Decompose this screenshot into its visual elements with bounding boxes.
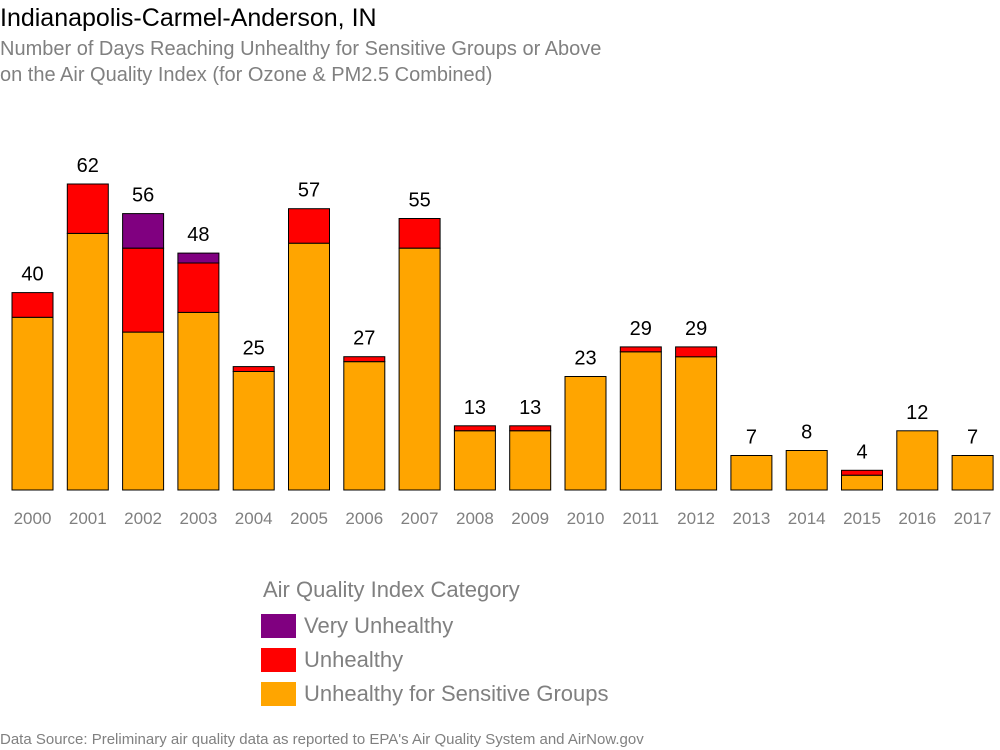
bar-segment-2002-unhealthy bbox=[122, 247, 165, 333]
legend-label-unhealthy-for-sensitive-groups: Unhealthy for Sensitive Groups bbox=[304, 681, 609, 706]
bar-segment-2000-unhealthy-for-sensitive-groups bbox=[11, 316, 54, 491]
chart-title: Indianapolis-Carmel-Anderson, IN bbox=[0, 4, 377, 32]
bar-segment-2001-unhealthy-for-sensitive-groups bbox=[66, 232, 109, 491]
x-tick-label-2016: 2016 bbox=[898, 509, 936, 528]
bar-segment-2003-unhealthy bbox=[177, 262, 220, 313]
bar-segment-2001-unhealthy bbox=[66, 183, 109, 234]
bar-segment-2015-unhealthy-for-sensitive-groups bbox=[841, 474, 883, 491]
bar-segment-2009-unhealthy-for-sensitive-groups bbox=[509, 430, 552, 491]
bar-total-label-2015: 4 bbox=[856, 441, 867, 463]
x-axis-tick-labels: 2000 2001 2002 2003 2004 2005 2006 2007 2008 2009… bbox=[14, 509, 992, 528]
x-tick-label-2007: 2007 bbox=[401, 509, 439, 528]
x-tick-label-2004: 2004 bbox=[235, 509, 273, 528]
data-source-note: Data Source: Preliminary air quality dat… bbox=[0, 731, 644, 748]
bar-segment-2009-unhealthy bbox=[509, 425, 552, 432]
bar-total-label-2008: 13 bbox=[464, 397, 486, 419]
bar-total-label-2003: 48 bbox=[187, 224, 209, 246]
legend: Air Quality Index Category Very Unhealth… bbox=[261, 577, 609, 706]
x-tick-label-2003: 2003 bbox=[179, 509, 217, 528]
x-tick-label-2011: 2011 bbox=[623, 509, 660, 528]
x-tick-label-2012: 2012 bbox=[677, 509, 715, 528]
x-tick-label-2001: 2001 bbox=[69, 509, 107, 528]
bar-total-label-2007: 55 bbox=[408, 190, 430, 212]
chart-subtitle-line-2: on the Air Quality Index (for Ozone & PM… bbox=[0, 64, 492, 86]
x-tick-label-2015: 2015 bbox=[843, 509, 881, 528]
bars-group bbox=[11, 183, 994, 491]
bar-segment-2012-unhealthy-for-sensitive-groups bbox=[675, 356, 718, 491]
x-tick-label-2005: 2005 bbox=[290, 509, 328, 528]
bar-segment-2006-unhealthy-for-sensitive-groups bbox=[343, 361, 386, 491]
bar-total-label-2002: 56 bbox=[132, 185, 154, 207]
bar-segment-2003-very-unhealthy bbox=[177, 252, 220, 264]
bar-segment-2011-unhealthy-for-sensitive-groups bbox=[619, 351, 662, 491]
bar-total-label-2010: 23 bbox=[574, 348, 596, 370]
chart-subtitle-line-1: Number of Days Reaching Unhealthy for Se… bbox=[0, 38, 601, 60]
bar-segment-2007-unhealthy bbox=[398, 218, 441, 249]
bar-total-label-2016: 12 bbox=[906, 402, 928, 424]
bar-segment-2007-unhealthy-for-sensitive-groups bbox=[398, 247, 441, 491]
legend-swatch-very-unhealthy bbox=[261, 614, 296, 638]
bar-total-labels: 40 62 56 48 25 57 27 55 13 13 23 29 29 7 8 4 12 7 bbox=[21, 155, 978, 463]
x-tick-label-2014: 2014 bbox=[788, 509, 826, 528]
bar-total-label-2011: 29 bbox=[630, 318, 652, 340]
x-tick-label-2009: 2009 bbox=[511, 509, 549, 528]
legend-label-unhealthy: Unhealthy bbox=[304, 647, 403, 672]
x-tick-label-2010: 2010 bbox=[567, 509, 605, 528]
bar-total-label-2004: 25 bbox=[243, 338, 265, 360]
bar-total-label-2006: 27 bbox=[353, 328, 375, 350]
bar-segment-2012-unhealthy bbox=[675, 346, 718, 358]
bar-total-label-2017: 7 bbox=[967, 427, 978, 449]
bar-total-label-2014: 8 bbox=[801, 422, 812, 444]
bar-segment-2008-unhealthy-for-sensitive-groups bbox=[453, 430, 496, 491]
bar-segment-2005-unhealthy-for-sensitive-groups bbox=[288, 242, 330, 491]
x-tick-label-2013: 2013 bbox=[732, 509, 770, 528]
x-tick-label-2002: 2002 bbox=[124, 509, 162, 528]
legend-title: Air Quality Index Category bbox=[263, 577, 520, 602]
x-tick-label-2017: 2017 bbox=[954, 509, 992, 528]
bar-total-label-2009: 13 bbox=[519, 397, 541, 419]
legend-label-very-unhealthy: Very Unhealthy bbox=[304, 613, 453, 638]
legend-swatch-unhealthy bbox=[261, 648, 296, 672]
bar-total-label-2012: 29 bbox=[685, 318, 707, 340]
legend-swatch-unhealthy-for-sensitive-groups bbox=[261, 682, 296, 706]
bar-segment-2017-unhealthy-for-sensitive-groups bbox=[951, 455, 994, 491]
bar-segment-2003-unhealthy-for-sensitive-groups bbox=[177, 311, 220, 491]
bar-total-label-2005: 57 bbox=[298, 180, 320, 202]
bar-segment-2010-unhealthy-for-sensitive-groups bbox=[564, 376, 607, 491]
x-tick-label-2008: 2008 bbox=[456, 509, 494, 528]
x-tick-label-2000: 2000 bbox=[14, 509, 52, 528]
bar-total-label-2013: 7 bbox=[746, 427, 757, 449]
bar-segment-2014-unhealthy-for-sensitive-groups bbox=[785, 450, 828, 491]
bar-segment-2005-unhealthy bbox=[288, 208, 330, 244]
bar-segment-2013-unhealthy-for-sensitive-groups bbox=[730, 455, 773, 491]
x-tick-label-2006: 2006 bbox=[345, 509, 383, 528]
bar-total-label-2000: 40 bbox=[21, 264, 43, 286]
bar-segment-2004-unhealthy bbox=[232, 366, 275, 373]
bar-segment-2002-unhealthy-for-sensitive-groups bbox=[122, 331, 165, 491]
bar-segment-2006-unhealthy bbox=[343, 356, 386, 363]
bar-segment-2000-unhealthy bbox=[11, 292, 54, 318]
bar-segment-2004-unhealthy-for-sensitive-groups bbox=[232, 371, 275, 491]
bar-segment-2008-unhealthy bbox=[453, 425, 496, 432]
bar-total-label-2001: 62 bbox=[77, 155, 99, 177]
bar-segment-2015-unhealthy bbox=[841, 469, 883, 476]
bar-segment-2002-very-unhealthy bbox=[122, 213, 165, 249]
bar-segment-2016-unhealthy-for-sensitive-groups bbox=[896, 430, 939, 491]
bar-segment-2011-unhealthy bbox=[619, 346, 662, 353]
